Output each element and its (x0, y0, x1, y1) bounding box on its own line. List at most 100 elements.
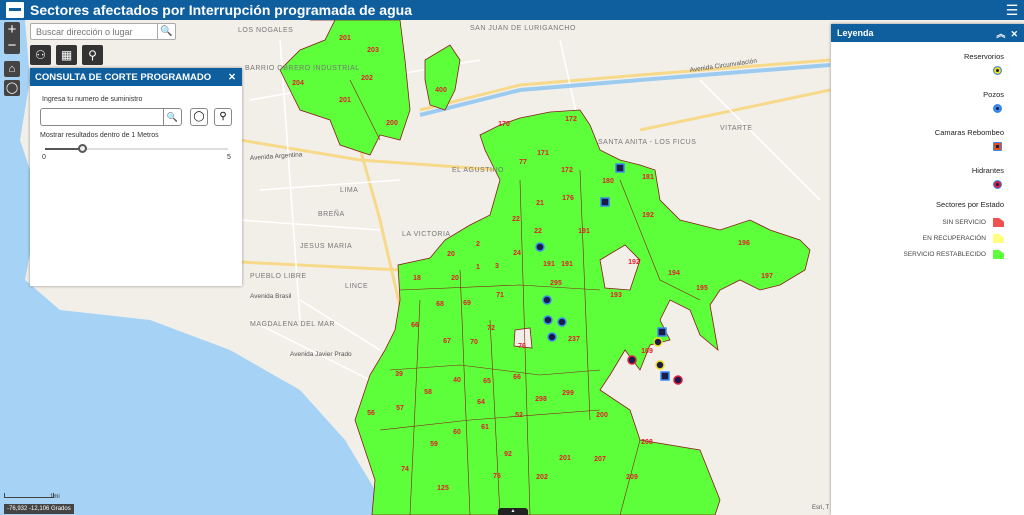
pump-station-marker[interactable] (600, 197, 610, 207)
sector-label[interactable]: 71 (496, 292, 504, 299)
well-marker[interactable] (542, 295, 552, 305)
sector-label[interactable]: 191 (561, 261, 573, 268)
sector-label[interactable]: 3 (495, 263, 499, 270)
sector-label[interactable]: 299 (562, 390, 574, 397)
sector-label[interactable]: 92 (504, 451, 512, 458)
sector-label[interactable]: 191 (578, 228, 590, 235)
sector-label[interactable]: 66 (411, 322, 419, 329)
sector-label[interactable]: 58 (424, 389, 432, 396)
supply-number-input[interactable]: 🔍 (40, 108, 182, 126)
sector-label[interactable]: 171 (537, 150, 549, 157)
well-marker[interactable] (557, 317, 567, 327)
sector-label[interactable]: 72 (487, 325, 495, 332)
sector-label[interactable]: 192 (628, 259, 640, 266)
sector-label[interactable]: 60 (453, 429, 461, 436)
slider-handle[interactable] (77, 144, 87, 153)
sector-label[interactable]: 195 (696, 285, 708, 292)
sector-label[interactable]: 52 (515, 412, 523, 419)
sector-label[interactable]: 180 (602, 178, 614, 185)
zoom-out-button[interactable]: − (7, 37, 17, 54)
sector-label[interactable]: 24 (513, 250, 521, 257)
sector-label[interactable]: 22 (534, 228, 542, 235)
sector-label[interactable]: 298 (535, 396, 547, 403)
sector-label[interactable]: 200 (386, 120, 398, 127)
reservoir-marker[interactable] (655, 360, 665, 370)
sector-label[interactable]: 172 (561, 167, 573, 174)
search-input[interactable] (31, 26, 157, 37)
sector-label[interactable]: 69 (463, 300, 471, 307)
sector-label[interactable]: 202 (536, 474, 548, 481)
well-marker[interactable] (547, 332, 557, 342)
sector-label[interactable]: 209 (626, 474, 638, 481)
sector-label[interactable]: 18 (413, 275, 421, 282)
sector-label[interactable]: 40 (453, 377, 461, 384)
collapse-icon[interactable]: ︽ (996, 28, 1006, 39)
sector-label[interactable]: 76 (493, 473, 501, 480)
sector-label[interactable]: 2 (476, 241, 480, 248)
close-icon[interactable]: ✕ (228, 71, 236, 83)
list-menu-icon[interactable]: ☰ (1005, 2, 1019, 18)
close-icon[interactable]: ✕ (1010, 28, 1018, 39)
search-icon[interactable]: 🔍 (163, 109, 181, 125)
layers-tool-button[interactable]: ⚇ (30, 45, 51, 65)
sector-label[interactable]: 64 (477, 399, 485, 406)
hydrant-marker[interactable] (673, 375, 683, 385)
sector-label[interactable]: 20 (451, 275, 459, 282)
sector-label[interactable]: 65 (483, 378, 491, 385)
sector-label[interactable]: 170 (498, 121, 510, 128)
sector-label[interactable]: 201 (339, 97, 351, 104)
sector-label[interactable]: 77 (519, 159, 527, 166)
sector-label[interactable]: 57 (396, 405, 404, 412)
sector-label[interactable]: 203 (367, 47, 379, 54)
sector-label[interactable]: 201 (559, 455, 571, 462)
pump-station-marker[interactable] (657, 327, 667, 337)
sector-label[interactable]: 200 (596, 412, 608, 419)
sector-label[interactable]: 196 (738, 240, 750, 247)
sector-label[interactable]: 70 (470, 339, 478, 346)
sector-label[interactable]: 193 (610, 292, 622, 299)
sector-label[interactable]: 400 (435, 87, 447, 94)
pump-station-marker[interactable] (615, 163, 625, 173)
sector-label[interactable]: 191 (543, 261, 555, 268)
sector-label[interactable]: 192 (642, 212, 654, 219)
sector-label[interactable]: 68 (436, 301, 444, 308)
distance-slider[interactable] (45, 144, 228, 153)
sector-label[interactable]: 59 (430, 441, 438, 448)
basemap-gallery-button[interactable]: ▦ (56, 45, 77, 65)
sector-label[interactable]: 189 (641, 348, 653, 355)
sector-label[interactable]: 76 (518, 343, 526, 350)
sector-label[interactable]: 125 (437, 485, 449, 492)
reservoir-marker[interactable] (653, 337, 663, 347)
sector-label[interactable]: 208 (641, 439, 653, 446)
sector-label[interactable]: 67 (443, 338, 451, 345)
well-marker[interactable] (535, 242, 545, 252)
sector-label[interactable]: 181 (642, 174, 654, 181)
sector-label[interactable]: 202 (361, 75, 373, 82)
home-button[interactable]: ⌂ (4, 61, 20, 77)
locate-button[interactable]: ◯ (4, 80, 20, 96)
well-marker[interactable] (543, 315, 553, 325)
sector-label[interactable]: 237 (568, 336, 580, 343)
sector-label[interactable]: 61 (481, 424, 489, 431)
attribute-table-toggle[interactable]: ▲ (498, 508, 528, 515)
sector-label[interactable]: 194 (668, 270, 680, 277)
sector-label[interactable]: 295 (550, 280, 562, 287)
sector-label[interactable]: 66 (513, 374, 521, 381)
sector-label[interactable]: 39 (395, 371, 403, 378)
sector-label[interactable]: 22 (512, 216, 520, 223)
pin-location-button[interactable]: ⚲ (214, 108, 232, 126)
sector-label[interactable]: 172 (565, 116, 577, 123)
pump-station-marker[interactable] (660, 371, 670, 381)
sector-label[interactable]: 1 (476, 264, 480, 271)
circle-select-button[interactable]: ◯ (190, 108, 208, 126)
sector-label[interactable]: 204 (292, 80, 304, 87)
sector-label[interactable]: 207 (594, 456, 606, 463)
sector-label[interactable]: 21 (536, 200, 544, 207)
sector-label[interactable]: 197 (761, 273, 773, 280)
zoom-in-button[interactable]: + (7, 21, 17, 38)
sector-label[interactable]: 201 (339, 35, 351, 42)
hydrant-marker[interactable] (627, 355, 637, 365)
sector-label[interactable]: 56 (367, 410, 375, 417)
sector-label[interactable]: 74 (401, 466, 409, 473)
sector-label[interactable]: 20 (447, 251, 455, 258)
